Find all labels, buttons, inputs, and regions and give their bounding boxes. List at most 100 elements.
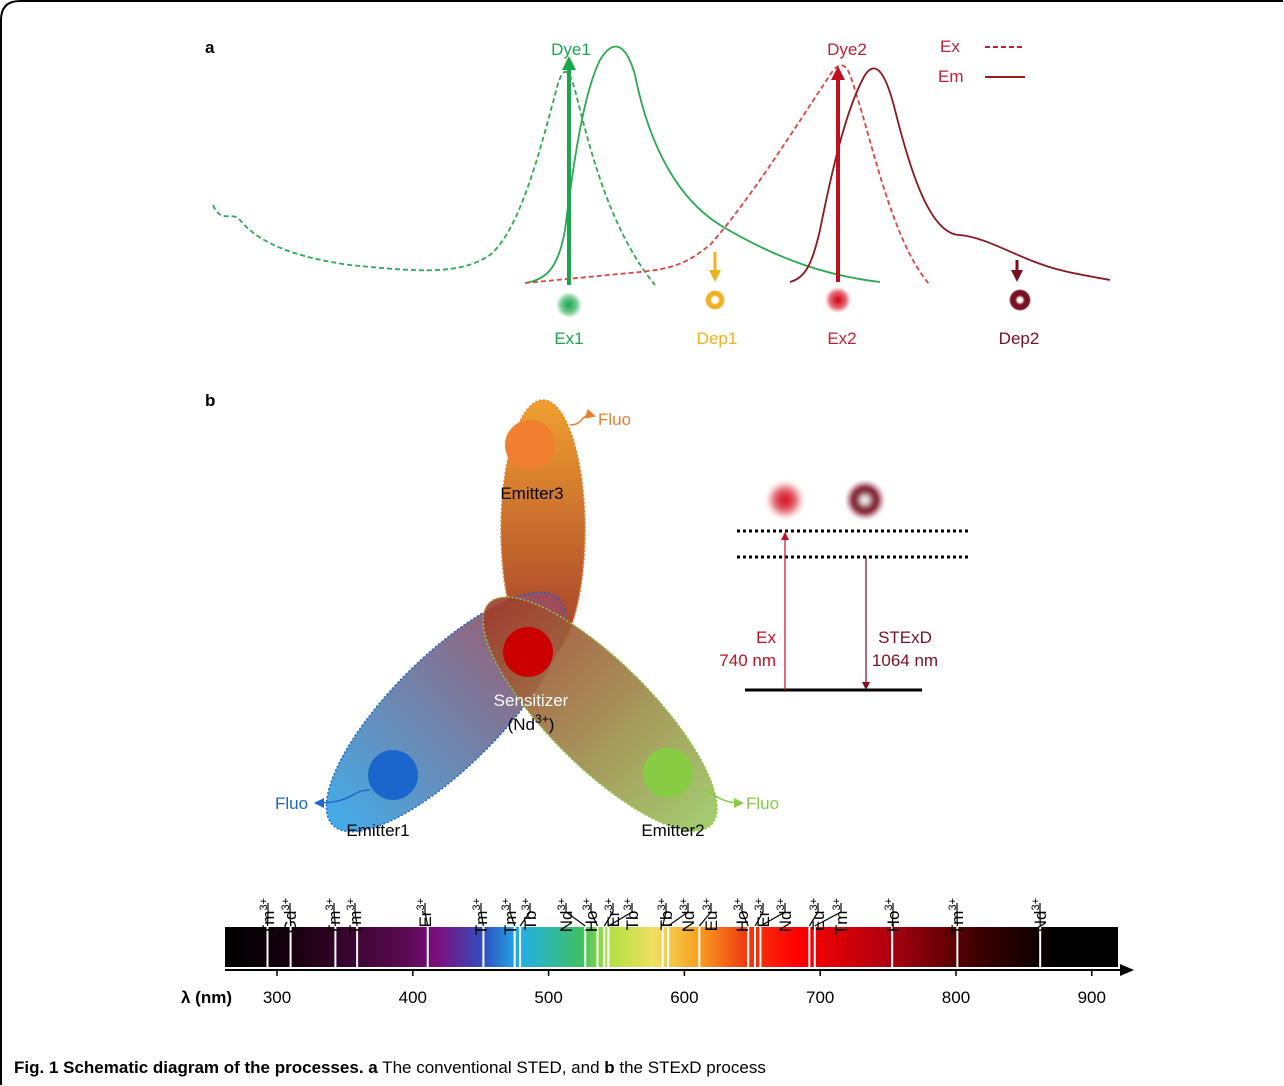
- ion-element: Gd: [281, 911, 300, 934]
- fluo-label: Fluo: [746, 794, 779, 813]
- ion-element: Er: [416, 910, 435, 927]
- emitter-label: Emitter2: [641, 821, 704, 840]
- ion-element: Ho: [733, 911, 752, 933]
- fluo-label: Fluo: [275, 794, 308, 813]
- leader-line: [698, 903, 712, 927]
- dye1-excitation: [212, 70, 656, 286]
- sensitizer-ion-label: (Nd3+): [508, 712, 555, 734]
- spectrum-bar: [225, 927, 1118, 967]
- ion-charge: 3+: [258, 898, 270, 911]
- ion-element: Tm: [832, 911, 851, 936]
- beam-label: Dep1: [697, 329, 738, 348]
- ion-charge: 3+: [520, 898, 532, 911]
- ex-wavelength: 740 nm: [719, 651, 776, 670]
- ion-label: Nd3+: [678, 898, 698, 932]
- ion-label: Tm3+: [500, 898, 520, 935]
- ion-element: Tm: [346, 911, 365, 936]
- ion-label: Er3+: [753, 898, 773, 928]
- ion-charge: 3+: [415, 898, 427, 911]
- ion-charge: 3+: [471, 898, 483, 911]
- leader-line: [814, 903, 842, 927]
- ion-element: Ho: [884, 911, 903, 933]
- ion-charge: 3+: [753, 898, 765, 911]
- x-tick-label: 600: [670, 988, 698, 1007]
- emitter-label: Emitter3: [500, 484, 563, 503]
- ion-label: Er3+: [415, 898, 435, 928]
- caption-text: The conventional STED, and: [378, 1058, 605, 1077]
- ex2-spot: [825, 287, 851, 313]
- ion-element: Tm: [472, 911, 491, 936]
- leader-line: [608, 903, 633, 927]
- leader-line: [667, 903, 689, 927]
- x-tick-label: 900: [1078, 988, 1106, 1007]
- sensitizer-label: Sensitizer: [494, 691, 569, 710]
- ion-charge: 3+: [656, 898, 668, 911]
- dye1-emission: [524, 45, 881, 284]
- ion-charge: 3+: [500, 898, 512, 911]
- stexd-wavelength: 1064 nm: [872, 651, 938, 670]
- ex1-spot: [556, 292, 582, 318]
- ion-charge: 3+: [603, 898, 615, 911]
- ion-charge: 3+: [622, 898, 634, 911]
- stexd-label: STExD: [878, 628, 932, 647]
- leader-line: [760, 903, 786, 927]
- leader-line: [590, 903, 599, 927]
- ion-element: Nd: [557, 911, 576, 933]
- fluo-arrow: [314, 789, 371, 808]
- ion-element: Tm: [325, 911, 344, 936]
- ex-spot: [767, 482, 803, 518]
- emitter2-ion: [643, 748, 693, 798]
- ion-label: Nd3+: [1030, 898, 1050, 932]
- ion-label: Tb3+: [622, 898, 642, 930]
- x-tick-label: 700: [806, 988, 834, 1007]
- ion-element: Tb: [657, 911, 676, 931]
- ion-label: Nd3+: [775, 898, 795, 932]
- beam-label: Ex2: [827, 329, 856, 348]
- ion-charge: 3+: [1030, 898, 1042, 911]
- stexd-ring: [848, 483, 882, 517]
- ion-label: Tm3+: [947, 898, 967, 935]
- ion-element: Tm: [501, 911, 520, 936]
- leader-line: [808, 903, 819, 927]
- dye-label: Dye1: [551, 40, 591, 59]
- ion-charge: 3+: [775, 898, 787, 911]
- beam-label: Dep2: [999, 329, 1040, 348]
- ion-charge: 3+: [831, 898, 843, 911]
- dep1-ring: [705, 290, 725, 310]
- dep2-ring: [1009, 289, 1031, 311]
- text: (Nd: [508, 715, 535, 734]
- panel-label: b: [205, 391, 215, 410]
- ion-label: Tm3+: [471, 898, 491, 935]
- x-tick-label: 500: [534, 988, 562, 1007]
- x-tick-label: 800: [942, 988, 970, 1007]
- ion-charge: 3+: [808, 898, 820, 911]
- ion-charge: 3+: [883, 898, 895, 911]
- caption: Fig. 1 Schematic diagram of the processe…: [14, 1058, 766, 1077]
- leader-line: [509, 903, 516, 927]
- leader-line: [662, 903, 667, 927]
- sensitizer-ion: [503, 627, 553, 677]
- ion-label: Ho3+: [883, 898, 903, 932]
- caption-text: the STExD process: [615, 1058, 766, 1077]
- ion-element: Eu: [702, 911, 721, 932]
- superscript: 3+: [535, 712, 549, 726]
- dye2-excitation: [524, 64, 931, 286]
- panel-label: a: [205, 38, 215, 57]
- axis-label: λ (nm): [181, 988, 232, 1007]
- ion-label: Er3+: [603, 898, 623, 928]
- leader-line: [424, 903, 429, 927]
- legend-label: Ex: [940, 37, 960, 56]
- ion-element: Tm: [948, 911, 967, 936]
- emitter1-ion: [368, 750, 418, 800]
- dye2-emission: [789, 67, 1111, 283]
- ion-label: Tm3+: [345, 898, 365, 935]
- ion-label: Tb3+: [656, 898, 676, 930]
- ion-label: Nd3+: [556, 898, 576, 932]
- ion-element: Er: [604, 910, 623, 927]
- ex-label: Ex: [756, 628, 776, 647]
- leader-line: [354, 903, 358, 927]
- ion-charge: 3+: [556, 898, 568, 911]
- fluo-arrow: [569, 408, 596, 426]
- ion-charge: 3+: [947, 898, 959, 911]
